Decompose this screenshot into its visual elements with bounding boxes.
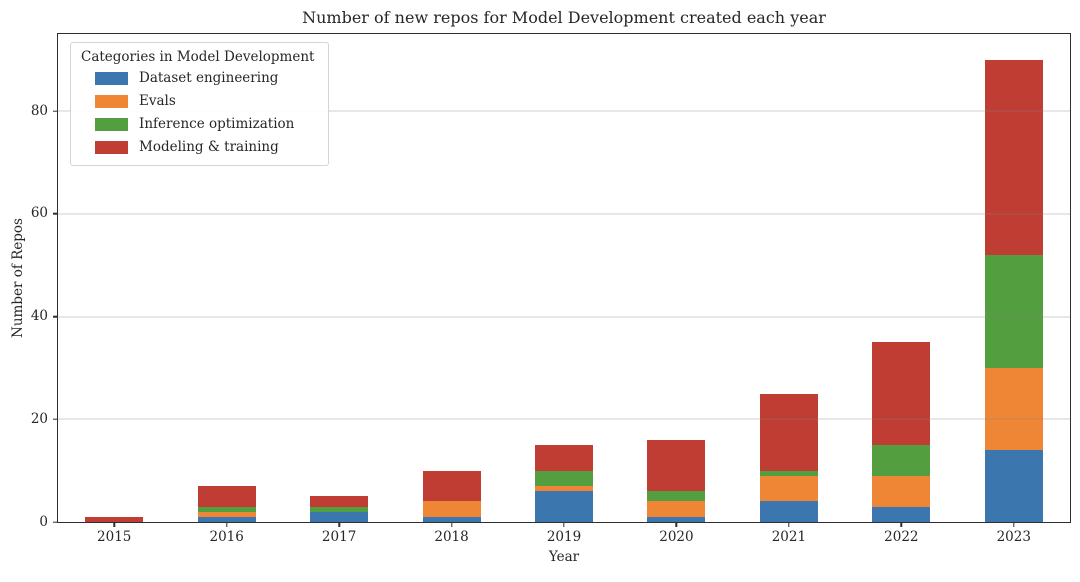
x-tick-label: 2022 bbox=[884, 529, 919, 545]
x-tick-label: 2017 bbox=[321, 529, 357, 545]
bar-segment bbox=[197, 511, 256, 517]
bar-segment bbox=[535, 491, 593, 522]
legend-swatch bbox=[95, 71, 128, 85]
bar-segment bbox=[535, 444, 593, 471]
legend-swatch bbox=[95, 94, 128, 108]
y-tick-mark bbox=[53, 213, 58, 215]
legend-title: Categories in Model Development bbox=[81, 49, 315, 65]
bar-segment bbox=[310, 511, 369, 522]
x-tick-label: 2015 bbox=[97, 529, 132, 545]
legend-item: Inference optimization bbox=[95, 116, 314, 133]
x-tick-label: 2019 bbox=[546, 529, 582, 545]
y-axis-label: Number of Repos bbox=[10, 218, 26, 338]
x-tick-mark bbox=[900, 522, 903, 527]
legend-swatch bbox=[95, 117, 128, 131]
bar-segment bbox=[759, 501, 818, 522]
bar-segment bbox=[535, 486, 593, 492]
x-tick-mark bbox=[113, 522, 115, 527]
legend-item: Modeling & training bbox=[95, 139, 314, 156]
bar-segment bbox=[984, 450, 1043, 522]
legend: Categories in Model Development Dataset … bbox=[70, 42, 330, 166]
y-tick-label: 40 bbox=[30, 307, 48, 324]
bar-segment bbox=[310, 496, 369, 507]
gridline bbox=[58, 213, 1070, 215]
bar-segment bbox=[197, 486, 256, 507]
legend-item-label: Inference optimization bbox=[139, 115, 295, 132]
x-tick-label: 2020 bbox=[659, 529, 694, 545]
bar-segment bbox=[759, 393, 818, 471]
plot-area: Year Categories in Model Development Dat… bbox=[31, 33, 1071, 565]
bar-segment bbox=[647, 501, 706, 517]
legend-item-label: Modeling & training bbox=[139, 138, 279, 155]
bar-segment bbox=[535, 470, 593, 487]
y-tick-mark bbox=[53, 521, 58, 523]
legend-item-label: Evals bbox=[139, 92, 176, 109]
bar-segment bbox=[984, 367, 1043, 451]
x-tick-mark bbox=[338, 522, 340, 527]
y-tick-label: 60 bbox=[30, 205, 48, 222]
bar-segment bbox=[872, 342, 931, 445]
bar-segment bbox=[422, 501, 481, 517]
legend-item-label: Dataset engineering bbox=[139, 70, 279, 86]
x-tick-mark bbox=[563, 522, 565, 527]
bar-segment bbox=[872, 506, 931, 522]
bar-segment bbox=[197, 506, 256, 512]
bar-segment bbox=[984, 254, 1043, 368]
y-tick-label: 80 bbox=[30, 102, 48, 119]
bar-segment bbox=[872, 475, 931, 507]
y-tick-label: 20 bbox=[30, 410, 48, 427]
bar-segment bbox=[647, 491, 706, 502]
legend-item: Dataset engineering bbox=[95, 70, 314, 87]
x-tick-label: 2016 bbox=[209, 529, 244, 545]
bar-segment bbox=[984, 59, 1043, 255]
bar-segment bbox=[197, 516, 256, 522]
bar-segment bbox=[422, 516, 481, 522]
y-tick-mark bbox=[53, 110, 58, 112]
x-tick-label: 2023 bbox=[996, 529, 1031, 545]
x-tick-mark bbox=[788, 522, 790, 527]
x-tick-mark bbox=[450, 522, 453, 527]
x-tick-mark bbox=[1013, 522, 1015, 527]
bar-segment bbox=[872, 444, 931, 476]
x-tick-label: 2021 bbox=[771, 529, 807, 545]
x-tick-label: 2018 bbox=[434, 529, 469, 545]
y-tick-mark bbox=[53, 315, 58, 318]
legend-items: Dataset engineering Evals Inference optimi… bbox=[81, 70, 314, 156]
x-tick-mark bbox=[675, 522, 678, 527]
bar-segment bbox=[759, 470, 818, 476]
x-tick-mark bbox=[225, 522, 228, 527]
bar-segment bbox=[310, 506, 369, 512]
y-tick-label: 0 bbox=[39, 513, 48, 530]
bar-segment bbox=[422, 470, 481, 502]
bar-segment bbox=[647, 439, 706, 492]
bar-segment bbox=[85, 516, 144, 522]
legend-swatch bbox=[95, 140, 128, 154]
legend-item: Evals bbox=[95, 93, 314, 110]
y-tick-mark bbox=[53, 418, 58, 420]
x-axis-label: Year bbox=[548, 549, 580, 565]
gridline bbox=[58, 316, 1070, 318]
bar-segment bbox=[759, 475, 818, 502]
bar-segment bbox=[647, 516, 706, 522]
chart-title: Number of new repos for Model Developmen… bbox=[302, 8, 826, 27]
